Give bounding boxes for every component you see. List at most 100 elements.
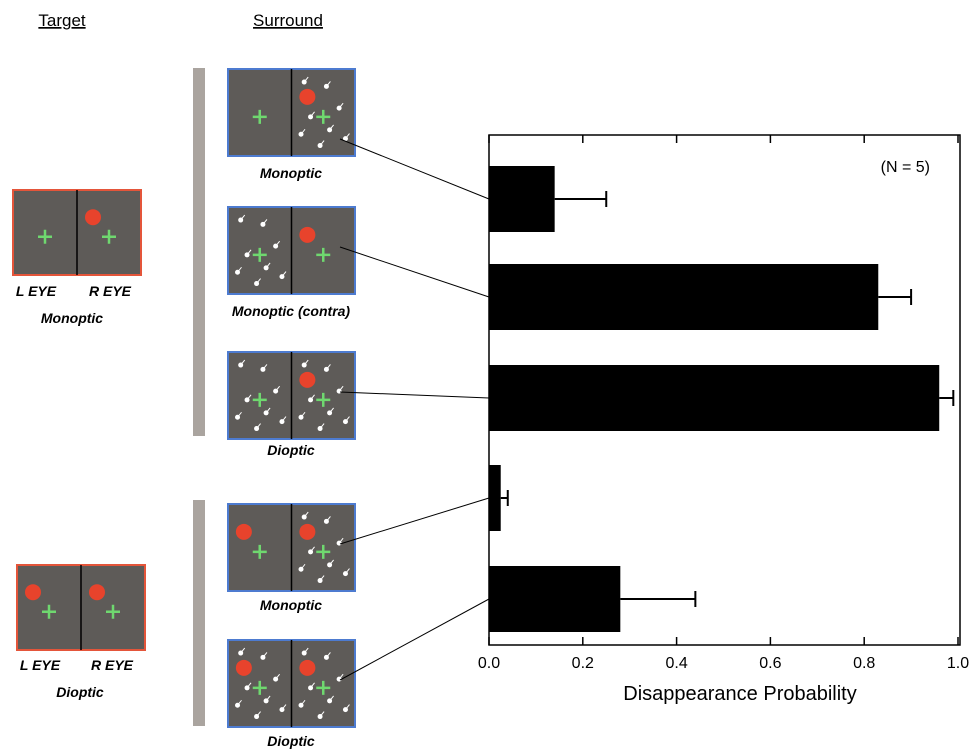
surround-dot: [265, 262, 271, 269]
condition-label: Monoptic: [260, 165, 322, 181]
surround-dot: [329, 407, 334, 414]
surround-dot: [281, 704, 287, 710]
condition-label: Monoptic: [260, 597, 322, 613]
surround-dot: [338, 385, 344, 392]
bar: [489, 566, 621, 632]
target-header: Target: [38, 11, 86, 30]
bar: [489, 465, 501, 531]
target-dot: [299, 659, 316, 676]
surround-dot: [310, 111, 315, 118]
target-label: Monoptic: [41, 310, 103, 326]
connector: [339, 246, 490, 298]
target-dot: [89, 584, 105, 601]
surround-header: Surround: [253, 11, 323, 30]
connector: [339, 598, 490, 681]
surround-dot: [303, 359, 309, 366]
surround-dot: [240, 359, 246, 366]
surround-dot: [319, 575, 325, 581]
x-tick-label: 1.0: [947, 655, 969, 672]
surround-dot: [326, 81, 331, 87]
surround-dot: [246, 394, 252, 401]
surround-dot: [256, 423, 261, 429]
surround-dot: [246, 249, 252, 256]
surround-dot: [319, 423, 325, 429]
surround-dot: [237, 699, 242, 706]
group-bar: [193, 68, 205, 436]
surround-dot: [246, 682, 252, 689]
eye-label: R EYE: [89, 283, 132, 299]
eye-label: R EYE: [91, 657, 134, 673]
surround-dot: [338, 673, 344, 680]
connector: [339, 497, 490, 545]
surround-dot: [300, 563, 306, 570]
x-tick-label: 0.2: [572, 655, 594, 672]
surround-dot: [237, 411, 242, 418]
surround-dot: [319, 140, 325, 146]
surround-dot: [281, 271, 287, 277]
condition-label: Dioptic: [267, 733, 315, 749]
surround-dot: [338, 537, 344, 544]
surround-dot: [265, 695, 271, 702]
surround-dot: [262, 219, 268, 225]
target-dot: [299, 226, 316, 243]
surround-dot: [262, 364, 268, 370]
surround-dot: [240, 647, 246, 654]
bar: [489, 166, 555, 232]
target-dot: [299, 523, 316, 540]
surround-dot: [240, 214, 246, 221]
surround-dot: [303, 511, 309, 518]
surround-dot: [326, 364, 331, 370]
surround-dot: [326, 652, 331, 658]
surround-dot: [237, 266, 242, 273]
target-dot: [85, 209, 101, 226]
surround-dot: [256, 711, 261, 717]
surround-dot: [303, 647, 309, 654]
surround-dot: [275, 385, 281, 392]
x-tick-label: 0.0: [478, 655, 500, 672]
surround-dot: [262, 652, 268, 658]
surround-dot: [329, 695, 334, 702]
x-axis-label: Disappearance Probability: [623, 683, 856, 705]
surround-dot: [345, 704, 350, 710]
connector: [339, 391, 490, 399]
surround-dot: [326, 516, 331, 522]
x-tick-label: 0.4: [665, 655, 687, 672]
surround-dot: [338, 102, 344, 109]
target-dot: [235, 523, 252, 540]
surround-dot: [319, 711, 325, 717]
surround-dot: [300, 411, 306, 418]
surround-dot: [310, 546, 315, 553]
x-tick-label: 0.6: [759, 655, 781, 672]
bar: [489, 264, 879, 330]
surround-dot: [275, 240, 281, 247]
bar: [489, 365, 940, 431]
connector: [339, 138, 490, 200]
condition-label: Dioptic: [267, 442, 315, 458]
target-dot: [25, 584, 41, 601]
x-tick-label: 0.8: [853, 655, 875, 672]
group-bar: [193, 500, 205, 726]
surround-dot: [345, 416, 350, 422]
surround-dot: [329, 559, 334, 566]
surround-dot: [265, 407, 271, 414]
target-label: Dioptic: [56, 684, 104, 700]
eye-label: L EYE: [20, 657, 61, 673]
surround-dot: [300, 699, 306, 706]
surround-dot: [329, 124, 334, 131]
surround-dot: [275, 673, 281, 680]
surround-dot: [300, 128, 306, 135]
target-dot: [299, 371, 316, 388]
target-dot: [299, 88, 316, 105]
surround-dot: [310, 682, 315, 689]
condition-label: Monoptic (contra): [232, 303, 351, 319]
surround-dot: [256, 278, 261, 284]
eye-label: L EYE: [16, 283, 57, 299]
surround-dot: [281, 416, 287, 422]
surround-dot: [303, 76, 309, 83]
surround-dot: [345, 133, 350, 139]
target-dot: [235, 659, 252, 676]
surround-dot: [310, 394, 315, 401]
annotation: (N = 5): [881, 159, 930, 176]
surround-dot: [345, 568, 350, 574]
